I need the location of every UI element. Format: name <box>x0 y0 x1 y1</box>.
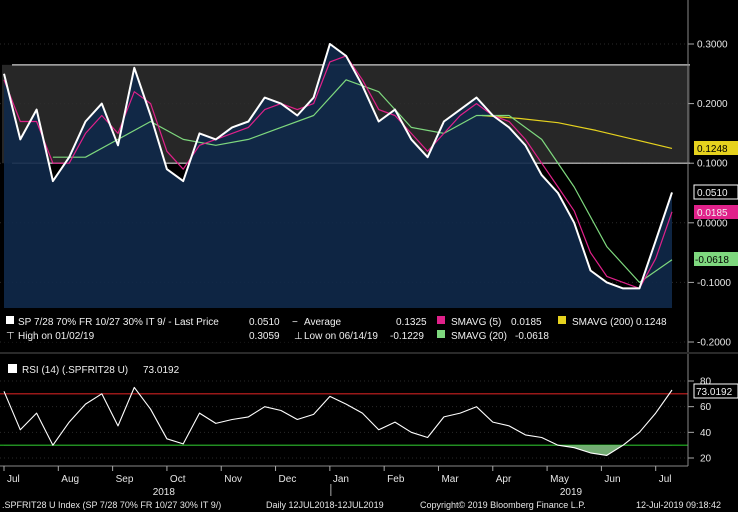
rsi-badge-text: 73.0192 <box>696 387 733 398</box>
low-marker-icon: ⊥ <box>294 331 303 342</box>
rsi-lines <box>3 386 673 456</box>
footer-index: .SPFRIT28 U Index (SP 7/28 70% FR 10/27 … <box>2 500 221 510</box>
sma20-badge <box>694 252 738 266</box>
x-axis-month-label: May <box>550 474 569 485</box>
x-axis-month-label: Dec <box>279 474 297 485</box>
rsi-y-tick-label: 80 <box>700 377 712 388</box>
rsi-value: 73.0192 <box>143 365 180 376</box>
last-price-label: SP 7/28 70% FR 10/27 30% IT 9/ - Last Pr… <box>18 317 219 328</box>
price-area <box>4 44 672 308</box>
price-y-axis: 0.3000 0.2000 0.1000 0.0000 -0.1000 -0.2000 <box>687 0 731 352</box>
x-axis-year-label: 2018 <box>153 487 176 498</box>
x-axis-month-label: Apr <box>496 474 512 485</box>
x-axis: Jul Aug Sep Oct Nov Dec Jan Feb Mar Apr May Jun Jul 2… <box>0 465 688 498</box>
price-y-tick-label: 0.3000 <box>697 40 728 51</box>
x-axis-month-label: Jul <box>659 474 672 485</box>
sma200-value: 0.1248 <box>636 317 667 328</box>
price-legend-background <box>2 310 682 342</box>
sma5-swatch <box>437 316 445 324</box>
price-y-tick-label: -0.2000 <box>697 338 731 349</box>
price-legend: SP 7/28 70% FR 10/27 30% IT 9/ - Last Pr… <box>2 310 682 342</box>
footer-timestamp: 12-Jul-2019 09:18:42 <box>636 500 721 510</box>
low-value: -0.1229 <box>390 331 424 342</box>
rsi-y-tick-label: 40 <box>700 428 712 439</box>
sma20-value: -0.0618 <box>515 331 549 342</box>
sma5-badge-text: 0.0185 <box>697 208 728 219</box>
low-label: Low on 06/14/19 <box>304 331 378 342</box>
rsi-oversold-fill <box>4 445 672 456</box>
sma5-label: SMAVG (5) <box>451 317 501 328</box>
sma20-badge-text: -0.0618 <box>695 255 729 266</box>
sma20-label: SMAVG (20) <box>451 331 507 342</box>
x-axis-month-label: Oct <box>170 474 186 485</box>
sma200-badge <box>694 141 738 155</box>
high-value: 0.3059 <box>249 331 280 342</box>
x-axis-month-label: Jul <box>7 474 20 485</box>
sma200-swatch <box>558 316 566 324</box>
x-axis-month-label: Nov <box>224 474 242 485</box>
rsi-line <box>3 386 673 456</box>
x-axis-month-label: Aug <box>61 474 79 485</box>
sma5-line <box>3 55 673 289</box>
footer-period: Daily 12JUL2018-12JUL2019 <box>266 500 384 510</box>
footer-copyright: Copyright© 2019 Bloomberg Finance L.P. <box>420 500 586 510</box>
average-label: Average <box>304 317 342 328</box>
rsi-swatch <box>8 364 17 373</box>
average-value: 0.1325 <box>396 317 427 328</box>
last-price-badge-text: 0.0510 <box>697 188 728 199</box>
footer: .SPFRIT28 U Index (SP 7/28 70% FR 10/27 … <box>2 500 721 510</box>
price-y-tick-label: 0.2000 <box>697 99 728 110</box>
rsi-badge <box>693 383 738 399</box>
price-area-fill <box>4 44 672 308</box>
sma5-value: 0.0185 <box>511 317 542 328</box>
high-label: High on 01/02/19 <box>18 331 95 342</box>
price-badges: 0.1248 0.0510 0.0185 -0.0618 <box>693 141 738 266</box>
last-price-value: 0.0510 <box>249 317 280 328</box>
x-axis-month-label: Jun <box>604 474 620 485</box>
sma200-label: SMAVG (200) <box>572 317 634 328</box>
rsi-oversold-area <box>4 445 672 456</box>
last-price-badge <box>693 184 738 200</box>
x-axis-month-label: Sep <box>116 474 134 485</box>
average-marker-icon: − <box>292 317 298 328</box>
price-y-tick-label: -0.1000 <box>697 278 731 289</box>
last-price-swatch <box>6 316 14 324</box>
x-axis-year-label: 2019 <box>560 487 583 498</box>
rsi-label: RSI (14) (.SPFRIT28 U) <box>22 365 128 376</box>
price-y-tick-label: 0.0000 <box>697 218 728 229</box>
sma20-swatch <box>437 330 445 338</box>
last-price-line <box>3 43 673 290</box>
rsi-legend: RSI (14) (.SPFRIT28 U) 73.0192 <box>8 364 180 376</box>
x-axis-month-label: Mar <box>441 474 459 485</box>
sma5-badge <box>694 205 738 219</box>
sma200-line <box>481 114 673 149</box>
high-marker-icon: ⊤ <box>6 331 15 342</box>
price-y-tick-label: 0.1000 <box>697 159 728 170</box>
rsi-y-tick-label: 20 <box>700 454 712 465</box>
price-lines <box>3 43 673 290</box>
x-axis-month-label: Feb <box>387 474 405 485</box>
x-axis-month-label: Jan <box>333 474 349 485</box>
rsi-y-tick-label: 60 <box>700 402 712 413</box>
rsi-y-axis: 80 60 40 20 <box>687 354 712 466</box>
sma200-badge-text: 0.1248 <box>697 144 728 155</box>
